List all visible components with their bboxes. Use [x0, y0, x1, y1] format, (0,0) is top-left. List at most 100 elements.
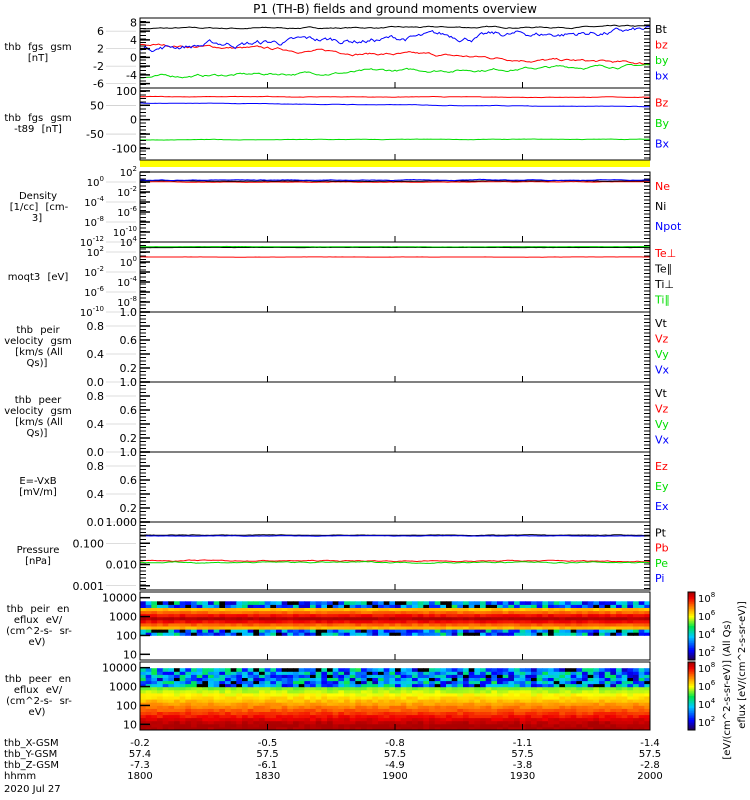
spectrogram-cell	[315, 601, 322, 605]
spectrogram-cell	[604, 619, 611, 624]
spectrogram-cell	[338, 692, 345, 697]
spectrogram-cell	[247, 619, 254, 624]
spectrogram-cell	[587, 613, 594, 618]
spectrogram-cell	[372, 705, 379, 709]
colorbar-cell	[688, 728, 695, 731]
spectrogram-cell	[293, 692, 300, 697]
spectrogram-cell	[236, 604, 243, 608]
spectrogram-cell	[264, 613, 271, 618]
spectrogram-cell	[378, 720, 385, 725]
spectrogram-cell	[179, 674, 186, 678]
spectrogram-cell	[179, 632, 186, 636]
spectrogram-cell	[508, 692, 515, 697]
spectrogram-cell	[423, 686, 430, 691]
spectrogram-cell	[559, 726, 566, 731]
spectrogram-cell	[457, 714, 464, 719]
y-axis-label-part: [nT]	[41, 124, 62, 135]
spectrogram-cell	[621, 668, 628, 672]
spectrogram-cell	[423, 702, 430, 706]
tick-base: 10	[80, 238, 93, 249]
spectrogram-cell	[157, 677, 164, 682]
spectrogram-cell	[225, 689, 232, 694]
spectrogram-cell	[474, 613, 481, 618]
spectrogram-cell	[463, 626, 470, 630]
spectrogram-cell	[315, 674, 322, 678]
spectrogram-cell	[519, 711, 526, 716]
spectrogram-cell	[219, 622, 226, 627]
spectrogram-cell	[310, 683, 317, 688]
spectrogram-cell	[140, 622, 147, 627]
spectrogram-cell	[559, 699, 566, 703]
spectrogram-cell	[259, 692, 266, 697]
spectrogram-cell	[225, 610, 232, 615]
spectrogram-cell	[508, 677, 515, 682]
spectrogram-cell	[276, 723, 283, 728]
spectrogram-cell	[293, 622, 300, 627]
panel-frame	[139, 311, 651, 383]
spectrogram-cell	[497, 714, 504, 719]
spectrogram-cell	[270, 626, 277, 630]
spectrogram-cell	[253, 726, 260, 731]
spectrogram-cell	[446, 686, 453, 691]
spectrogram-cell	[202, 622, 209, 627]
spectrogram-cell	[644, 668, 651, 672]
spectrogram-cell	[338, 610, 345, 615]
spectrogram-cell	[446, 632, 453, 636]
spectrogram-cell	[519, 702, 526, 706]
spectrogram-cell	[519, 607, 526, 612]
spectrogram-cell	[264, 705, 271, 709]
colorbar-cell	[688, 627, 695, 630]
spectrogram-cell	[236, 619, 243, 624]
spectrogram-cell	[327, 626, 334, 630]
spectrogram-cell	[423, 610, 430, 615]
spectrogram-cell	[621, 671, 628, 675]
colorbar-cell	[688, 718, 695, 721]
spectrogram-cell	[412, 686, 419, 691]
spectrogram-cell	[383, 601, 390, 605]
y-axis-label-part: eflux	[13, 615, 39, 626]
spectrogram-cell	[576, 626, 583, 630]
spectrogram-cell	[548, 692, 555, 697]
x-tick-label: 1800	[127, 771, 152, 782]
spectrogram-cell	[349, 686, 356, 691]
spectrogram-cell	[298, 601, 305, 605]
spectrogram-cell	[525, 692, 532, 697]
spectrogram-cell	[293, 680, 300, 685]
spectrogram-cell	[542, 680, 549, 685]
spectrogram-cell	[542, 723, 549, 728]
spectrogram-cell	[599, 601, 606, 605]
spectrogram-cell	[423, 677, 430, 682]
spectrogram-cell	[412, 607, 419, 612]
spectrogram-cell	[576, 686, 583, 691]
spectrogram-cell	[315, 677, 322, 682]
spectrogram-cell	[576, 683, 583, 688]
spectrogram-cell	[327, 692, 334, 697]
spectrogram-cell	[536, 705, 543, 709]
spectrogram-cell	[451, 622, 458, 627]
spectrogram-cell	[587, 720, 594, 725]
spectrogram-cell	[429, 699, 436, 703]
spectrogram-cell	[213, 604, 220, 608]
spectrogram-cell	[587, 689, 594, 694]
y-tick-label: -2	[93, 60, 104, 73]
spectrogram-cell	[412, 680, 419, 685]
spectrogram-cell	[366, 711, 373, 716]
spectrogram-cell	[157, 674, 164, 678]
spectrogram-cell	[338, 619, 345, 624]
spectrogram-cell	[491, 604, 498, 608]
spectrogram-cell	[230, 692, 237, 697]
spectrogram-cell	[638, 607, 645, 612]
spectrogram-cell	[570, 613, 577, 618]
spectrogram-cell	[457, 668, 464, 672]
spectrogram-cell	[242, 613, 249, 618]
spectrogram-cell	[480, 680, 487, 685]
spectrogram-cell	[202, 629, 209, 633]
spectrogram-cell	[463, 613, 470, 618]
colorbar-tick-label: 104	[698, 627, 716, 641]
spectrogram-cell	[587, 674, 594, 678]
spectrogram-cell	[497, 604, 504, 608]
y-axis-label-part: fgs	[28, 42, 44, 53]
spectrogram-cell	[293, 668, 300, 672]
spectrogram-cell	[531, 616, 538, 621]
